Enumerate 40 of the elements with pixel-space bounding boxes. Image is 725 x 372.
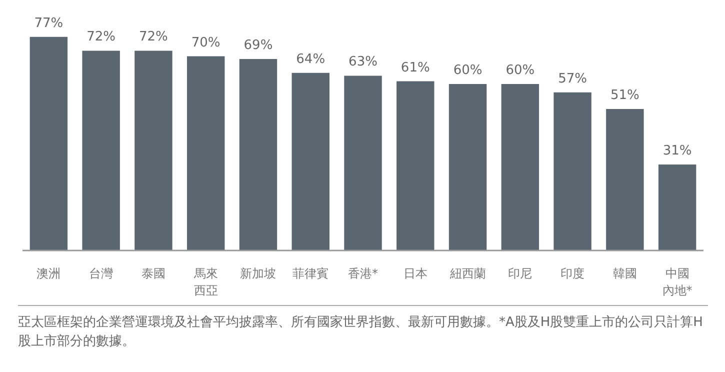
bar	[344, 76, 382, 250]
bar	[292, 72, 330, 250]
x-tick-label: 日本	[403, 266, 428, 280]
x-tick-label: 新加坡	[240, 266, 276, 280]
bar	[554, 92, 592, 250]
data-label: 51%	[610, 88, 640, 103]
bar	[82, 50, 120, 250]
bar	[448, 84, 487, 250]
x-tick-label: 印度	[560, 266, 585, 280]
x-tick-label: 台灣	[89, 266, 114, 280]
data-label: 60%	[506, 63, 535, 78]
data-label: 70%	[191, 35, 220, 50]
bar	[658, 164, 696, 250]
x-tick-label: 印尼	[508, 266, 532, 280]
x-tick-label: 韓國	[612, 266, 637, 280]
bar	[30, 36, 68, 250]
data-label: 72%	[139, 30, 168, 45]
bar	[186, 56, 225, 250]
x-tick-label: 紐西蘭	[448, 266, 486, 280]
x-tick-label: 菲律賓	[292, 266, 329, 280]
data-label: 77%	[34, 16, 64, 31]
text: 亞太區框架的企業營運環境及社會平均披露率、所有國家世界指數、最新可用數據。*A股及H股雙重上市的公司只計算H股上市部分的數據。	[18, 314, 704, 351]
data-label: 57%	[558, 71, 587, 86]
bar	[396, 81, 434, 250]
data-label: 61%	[400, 60, 430, 76]
bar	[606, 109, 644, 250]
bar	[239, 59, 278, 250]
bar	[501, 84, 540, 250]
data-label: 69%	[244, 38, 273, 54]
data-label: 64%	[296, 52, 326, 67]
data-label: 63%	[348, 54, 378, 70]
bar	[134, 50, 172, 250]
x-tick-label: 香港*	[348, 266, 378, 280]
x-tick-label: 澳洲	[36, 266, 61, 280]
x-tick-label: 泰國	[141, 266, 166, 280]
x-tick-label: 馬來西亞	[192, 266, 218, 298]
x-tick-label: 中國內地*	[662, 266, 692, 298]
data-label: 31%	[662, 143, 692, 158]
data-label: 60%	[453, 63, 482, 78]
data-label: 72%	[86, 30, 116, 45]
